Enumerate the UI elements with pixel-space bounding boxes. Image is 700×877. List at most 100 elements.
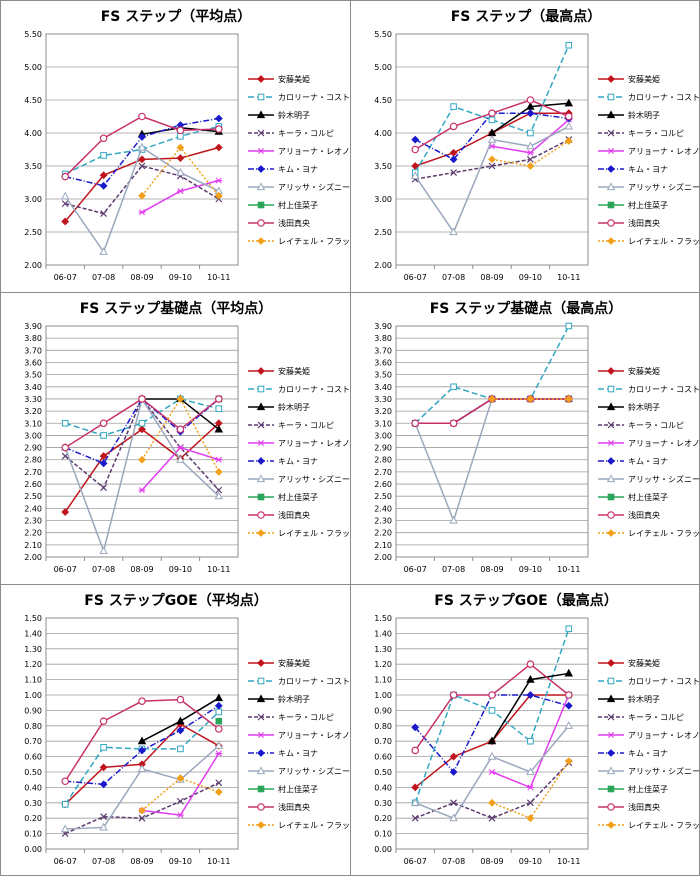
legend-label: 安藤美姫 — [628, 74, 660, 84]
data-point — [214, 114, 223, 123]
y-tick-label: 1.10 — [374, 676, 392, 685]
data-point — [100, 152, 107, 159]
legend-label: アリョーナ・レオノワ — [278, 147, 351, 156]
legend-label: アリョーナ・レオノワ — [278, 731, 351, 740]
legend-label: 安藤美姫 — [278, 366, 310, 376]
y-tick-label: 3.50 — [374, 162, 392, 171]
data-point — [449, 227, 458, 236]
data-point — [564, 121, 574, 130]
data-point — [215, 725, 223, 733]
legend-marker — [256, 694, 266, 703]
series-4 — [61, 395, 223, 494]
data-point — [450, 103, 457, 110]
y-tick-label: 3.40 — [374, 383, 392, 392]
data-point — [215, 486, 223, 494]
legend-marker — [256, 766, 266, 775]
legend-marker — [607, 821, 615, 829]
y-tick-label: 1.00 — [374, 691, 392, 700]
data-point — [488, 155, 496, 164]
data-point — [449, 515, 458, 524]
data-point — [488, 109, 496, 118]
legend-label: キーラ・コルピ — [628, 713, 684, 722]
y-tick-label: 3.30 — [374, 395, 392, 404]
data-point — [214, 788, 223, 796]
legend-marker — [606, 402, 616, 411]
chart-panel: FS ステップGOE（平均点） 0.00 0.10 0.20 0.30 0.40 0.50 0… — [0, 584, 351, 876]
series-10 — [488, 395, 573, 403]
series-line — [64, 422, 220, 513]
legend-label: カロリーナ・コストナー — [628, 385, 700, 394]
legend-label: 村上佳菜子 — [278, 200, 318, 210]
legend-label: レイチェル・フラット — [278, 821, 351, 830]
legend-marker — [256, 110, 266, 119]
data-point — [564, 701, 573, 710]
data-point — [450, 799, 458, 807]
x-tick-label: 07-08 — [92, 565, 115, 574]
data-point — [526, 784, 534, 791]
data-point — [176, 143, 185, 152]
legend-marker — [257, 493, 265, 501]
data-point — [61, 443, 69, 452]
legend: 安藤美姫カロリーナ・コストナー鈴木明子キーラ・コルピアリョーナ・レオノワキム・ヨ… — [598, 366, 700, 538]
legend-marker — [607, 713, 615, 721]
data-point — [176, 695, 185, 704]
y-tick-label: 1.40 — [374, 629, 392, 638]
legend-marker — [257, 511, 265, 519]
legend-marker — [607, 421, 615, 429]
legend-label: アリッサ・シズニー — [628, 182, 700, 192]
line-chart: FS ステップ（最高点） 2.00 2.50 3.00 3.50 4.00 4.50 5.00… — [374, 8, 700, 282]
legend-marker — [607, 677, 615, 685]
x-tick-label: 10-11 — [207, 565, 230, 574]
x-tick-label: 06-07 — [404, 273, 427, 282]
y-tick-label: 0.00 — [374, 845, 392, 854]
y-tick-label: 3.00 — [374, 195, 392, 204]
legend-marker — [257, 219, 265, 227]
data-point — [449, 752, 458, 761]
x-tick-label: 09-10 — [519, 857, 542, 866]
x-tick-label: 10-11 — [557, 273, 580, 282]
legend-label: アリョーナ・レオノワ — [628, 439, 700, 448]
legend-label: カロリーナ・コストナー — [278, 385, 351, 394]
legend-marker — [607, 803, 615, 811]
y-tick-label: 0.40 — [374, 783, 392, 792]
data-point — [215, 395, 223, 403]
legend-marker — [257, 803, 265, 811]
data-point — [137, 764, 147, 773]
data-point — [138, 155, 146, 164]
x-tick-label: 09-10 — [519, 565, 542, 574]
y-tick-label: 2.60 — [24, 480, 42, 489]
series-line — [414, 628, 570, 804]
data-point — [99, 546, 108, 555]
data-point — [488, 395, 496, 403]
series-line — [64, 711, 220, 805]
data-point — [526, 141, 535, 150]
legend-marker — [607, 201, 615, 209]
series-line — [65, 165, 220, 215]
series-9 — [61, 395, 223, 452]
series-line — [64, 397, 220, 465]
legend-marker — [256, 182, 266, 191]
y-tick-label: 3.70 — [24, 346, 42, 355]
line-chart: FS ステップGOE（最高点） 0.00 0.10 0.20 0.30 0.40 0.50 0… — [374, 592, 700, 866]
y-tick-label: 2.00 — [24, 553, 42, 562]
data-point — [138, 133, 146, 141]
series-10 — [138, 395, 223, 476]
data-point — [138, 487, 146, 494]
data-point — [215, 717, 223, 725]
data-point — [450, 169, 458, 177]
data-point — [487, 736, 497, 745]
data-point — [214, 191, 223, 200]
y-tick-label: 2.90 — [374, 444, 392, 453]
legend-label: キム・ヨナ — [278, 457, 318, 466]
legend-marker — [607, 659, 615, 667]
chart-title: FS ステップ（平均点） — [101, 8, 252, 25]
series-7 — [410, 394, 574, 524]
legend-marker — [607, 385, 615, 393]
y-tick-label: 0.10 — [24, 830, 42, 839]
series-9 — [411, 660, 573, 755]
data-point — [488, 691, 496, 699]
x-tick-label: 08-09 — [480, 565, 503, 574]
x-tick-label: 09-10 — [169, 857, 192, 866]
legend-marker — [257, 75, 265, 83]
legend-label: 浅田真央 — [278, 218, 310, 228]
